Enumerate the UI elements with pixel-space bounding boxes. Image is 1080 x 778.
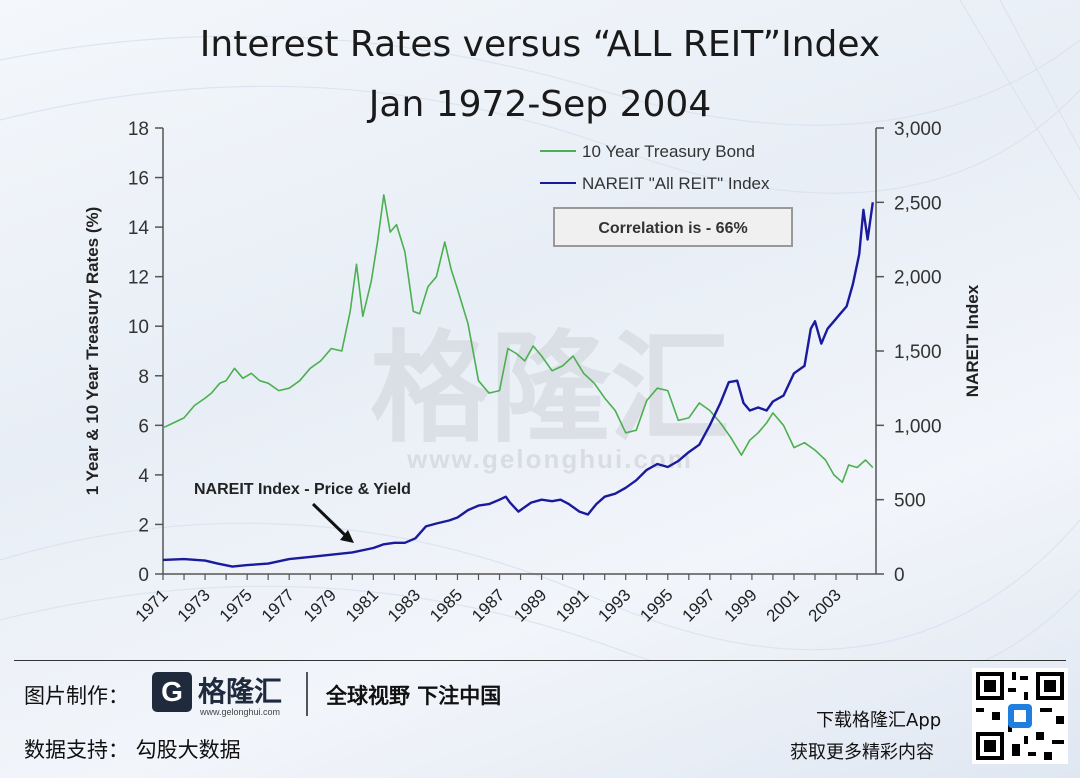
y2-tick-label: 3,000 xyxy=(894,119,942,140)
x-tick-label: 1971 xyxy=(132,585,172,625)
legend-treasury-label: 10 Year Treasury Bond xyxy=(582,142,755,161)
y-tick-label: 16 xyxy=(128,169,149,190)
x-tick-label: 2001 xyxy=(763,585,803,625)
footer-download-app: 下载格隆汇App xyxy=(816,710,942,731)
gelonghui-logo-icon: G xyxy=(152,672,192,712)
y-tick-label: 14 xyxy=(128,218,150,239)
footer-vertical-divider xyxy=(306,672,308,716)
background-pattern xyxy=(0,0,1080,660)
series-group xyxy=(162,194,874,568)
footer-made-by-label: 图片制作： xyxy=(24,684,129,708)
y2-tick-label: 500 xyxy=(894,491,926,512)
x-tick-label: 1985 xyxy=(426,585,466,625)
x-tick-label: 1975 xyxy=(216,585,256,625)
footer-divider xyxy=(14,660,1066,661)
correlation-box: Correlation is - 66% xyxy=(553,207,793,247)
logo-name: 格隆汇 xyxy=(198,675,283,708)
logo-url: www.gelonghui.com xyxy=(200,707,281,717)
x-tick-label: 1993 xyxy=(594,585,634,625)
footer-get-content: 获取更多精彩内容 xyxy=(790,742,934,763)
y-tick-label: 2 xyxy=(138,515,149,536)
x-tick-label: 1979 xyxy=(300,585,340,625)
footer-slogan: 全球视野 下注中国 xyxy=(326,684,502,708)
footer-data-support: 数据支持： 勾股大数据 xyxy=(24,738,241,762)
x-tick-label: 1995 xyxy=(636,585,676,625)
y-tick-label: 12 xyxy=(128,268,149,289)
nareit-annotation: NAREIT Index - Price & Yield xyxy=(194,481,411,498)
y2-axis-title: NAREIT Index xyxy=(963,284,982,397)
y2-tick-label: 2,000 xyxy=(894,268,942,289)
legend-nareit-label: NAREIT "All REIT" Index xyxy=(582,174,770,193)
legend: 10 Year Treasury Bond NAREIT "All REIT" … xyxy=(540,142,770,193)
y2-tick-label: 0 xyxy=(894,565,905,586)
x-tick-label: 1973 xyxy=(174,585,214,625)
nareit-line xyxy=(162,202,874,568)
chart-title-line1: Interest Rates versus “ALL REIT”Index xyxy=(199,24,881,65)
x-tick-label: 1977 xyxy=(258,585,298,625)
y-tick-label: 4 xyxy=(138,466,149,487)
y-tick-label: 0 xyxy=(138,565,149,586)
x-tick-label: 1983 xyxy=(384,585,424,625)
y2-tick-label: 1,000 xyxy=(894,416,942,437)
treasury-line xyxy=(162,194,874,484)
y-tick-label: 10 xyxy=(128,317,149,338)
correlation-label: Correlation is - 66% xyxy=(598,220,747,237)
chart-title-line2: Jan 1972-Sep 2004 xyxy=(368,84,712,125)
x-tick-label: 1987 xyxy=(468,585,508,625)
y2-tick-label: 1,500 xyxy=(894,342,942,363)
x-tick-label: 1991 xyxy=(552,585,592,625)
x-tick-label: 1981 xyxy=(342,585,382,625)
y-tick-label: 18 xyxy=(128,119,149,140)
y2-tick-label: 2,500 xyxy=(894,193,942,214)
annotation-arrow xyxy=(311,502,354,543)
chart: 格隆汇 www.gelonghui.com 0 2 4 6 8 10 12 14 16 18 0 50… xyxy=(83,119,982,626)
y-axis-title: 1 Year & 10 Year Treasury Rates (%) xyxy=(83,207,102,496)
y-tick-label: 6 xyxy=(138,416,149,437)
qr-code-icon[interactable] xyxy=(972,668,1068,764)
y-tick-label: 8 xyxy=(138,367,149,388)
x-tick-label: 2003 xyxy=(805,585,845,625)
watermark-url: www.gelonghui.com xyxy=(406,444,693,474)
x-tick-label: 1999 xyxy=(721,585,761,625)
watermark-brand: 格隆汇 xyxy=(370,322,730,456)
x-tick-label: 1989 xyxy=(510,585,550,625)
x-tick-label: 1997 xyxy=(678,585,718,625)
